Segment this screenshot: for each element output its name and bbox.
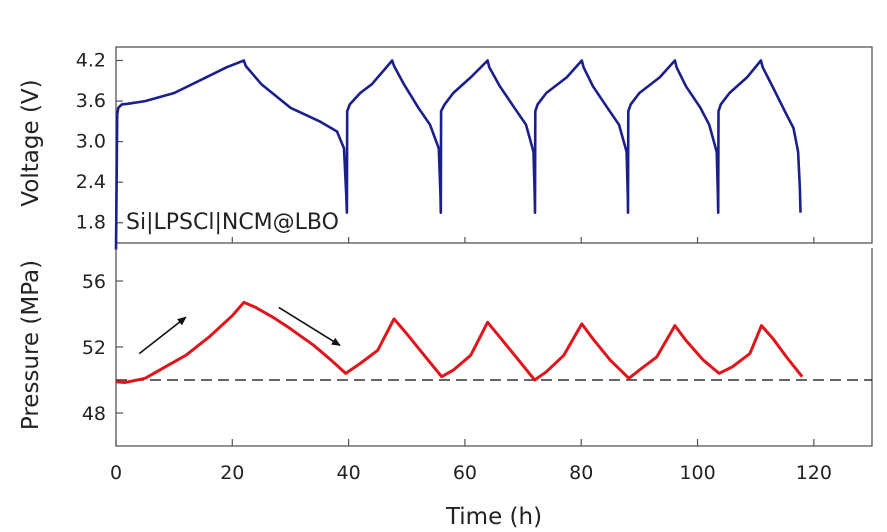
voltage-y-tick-label: 2.4 <box>76 171 106 193</box>
pressure-y-tick-label: 52 <box>82 337 106 359</box>
time-x-tick-label: 0 <box>110 462 122 484</box>
trend-arrows <box>138 306 341 355</box>
pressure-x-ticks: 0 20 40 60 80 100 120 <box>110 439 832 484</box>
voltage-y-tick-label: 3.0 <box>76 131 106 153</box>
pressure-plot-frame <box>115 248 873 447</box>
trend-arrow <box>278 306 341 347</box>
voltage-y-tick-label: 3.6 <box>76 90 106 112</box>
pressure-y-tick-label: 56 <box>82 271 106 293</box>
time-x-tick-label: 80 <box>569 462 593 484</box>
pressure-panel: 48 52 56 0 20 40 60 80 100 120 Pressure (MPa) Ti… <box>18 248 873 530</box>
voltage-y-ticks: 1.8 2.4 3.0 3.6 4.2 <box>76 50 123 234</box>
voltage-y-tick-label: 4.2 <box>76 50 106 72</box>
time-x-tick-label: 20 <box>220 462 244 484</box>
voltage-axis-title: Voltage (V) <box>18 79 44 206</box>
pressure-axis-title: Pressure (MPa) <box>18 260 44 430</box>
time-x-tick-label: 120 <box>796 462 832 484</box>
time-x-tick-label: 60 <box>453 462 477 484</box>
pressure-y-tick-label: 48 <box>82 403 106 425</box>
cell-config-annotation: Si|LPSCl|NCM@LBO <box>126 210 339 235</box>
trend-arrow <box>138 316 187 355</box>
voltage-y-tick-label: 1.8 <box>76 212 106 234</box>
voltage-panel: 1.8 2.4 3.0 3.6 4.2 Si|LPSCl|NCM@LBO Voltage… <box>18 46 873 250</box>
time-x-tick-label: 40 <box>337 462 361 484</box>
pressure-y-ticks: 48 52 56 <box>82 271 123 425</box>
voltage-series-line <box>114 59 802 250</box>
voltage-x-ticks <box>115 237 815 243</box>
pressure-series-line <box>115 300 804 384</box>
time-axis-title: Time (h) <box>445 504 542 530</box>
time-x-tick-label: 100 <box>679 462 715 484</box>
